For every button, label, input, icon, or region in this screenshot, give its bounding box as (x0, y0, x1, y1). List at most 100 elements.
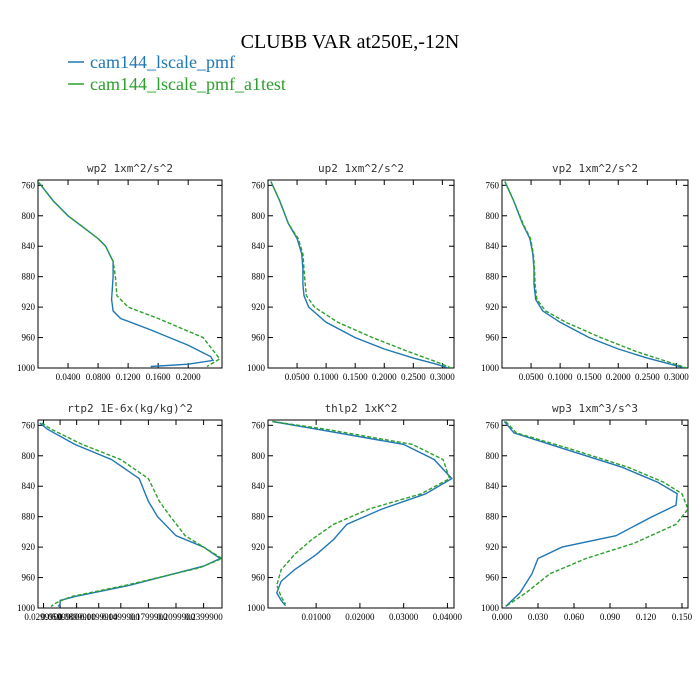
y-tick-label: 1000 (481, 363, 500, 373)
x-tick-label: 0.0400 (56, 372, 81, 382)
y-tick-label: 760 (22, 180, 36, 190)
panel-frame (501, 179, 689, 369)
y-tick-label: 880 (486, 512, 500, 522)
series-line-1 (272, 420, 451, 605)
y-tick-label: 760 (486, 180, 500, 190)
panel-3: rtp2 1E-6x(kg/kg)^2 760 800 840 880 920 960 100… (17, 402, 223, 622)
y-tick-label: 840 (22, 241, 36, 251)
series-line-0 (503, 421, 678, 608)
panel-frame (37, 419, 223, 609)
panel-title: vp2 1xm^2/s^2 (552, 162, 638, 175)
y-tick-label: 840 (22, 481, 36, 491)
x-tick-label: 0.2000 (176, 372, 201, 382)
x-tick-label: 0.1500 (343, 372, 368, 382)
panel-frame (267, 419, 455, 609)
x-tick-label: 0.0800 (86, 372, 111, 382)
x-tick-label: 0.3000 (430, 372, 455, 382)
panel-title: thlp2 1xK^2 (325, 402, 398, 415)
x-tick-label: 0.02000 (345, 612, 375, 622)
y-tick-label: 760 (252, 180, 266, 190)
y-tick-label: 920 (486, 542, 500, 552)
x-tick-label: 0.0299900 (24, 612, 63, 622)
series-line-1 (38, 181, 221, 368)
y-tick-label: 840 (486, 241, 500, 251)
y-tick-label: 800 (22, 451, 36, 461)
x-tick-label: 0.1500 (577, 372, 602, 382)
panel-title: wp3 1xm^3/s^3 (552, 402, 638, 415)
x-tick-label: 0.04000 (433, 612, 463, 622)
panel-title: wp2 1xm^2/s^2 (87, 162, 173, 175)
y-tick-label: 840 (252, 481, 266, 491)
y-tick-label: 1000 (481, 603, 500, 613)
series-line-1 (504, 181, 688, 368)
y-tick-label: 960 (486, 333, 500, 343)
x-tick-label: 0.1000 (548, 372, 573, 382)
y-tick-label: 1000 (247, 363, 266, 373)
x-tick-label: 0.150 (672, 612, 693, 622)
panel-0: wp2 1xm^2/s^2 760 800 840 880 920 960 1000 0.040… (17, 162, 223, 382)
y-tick-label: 1000 (17, 363, 36, 373)
y-tick-label: 920 (486, 302, 500, 312)
y-tick-label: 800 (252, 451, 266, 461)
y-tick-label: 800 (22, 211, 36, 221)
y-tick-label: 920 (22, 302, 36, 312)
legend: cam144_lscale_pmf cam144_lscale_pmf_a1te… (68, 52, 286, 94)
series-line-1 (270, 181, 452, 368)
x-tick-label: 0.090 (600, 612, 621, 622)
panel-frame (37, 179, 223, 369)
x-tick-label: 0.0500 (285, 372, 310, 382)
y-tick-label: 960 (22, 333, 36, 343)
x-tick-label: 0.1600 (146, 372, 171, 382)
panel-frame (267, 179, 455, 369)
panel-5: wp3 1xm^3/s^3 760 800 840 880 920 960 10000.000… (481, 402, 693, 622)
y-tick-label: 1000 (17, 603, 36, 613)
x-tick-label: 0.2000 (606, 372, 631, 382)
y-tick-label: 920 (252, 302, 266, 312)
series-line-0 (504, 181, 686, 368)
series-line-1 (41, 422, 222, 608)
panel-4: thlp2 1xK^2 760 800 840 880 920 960 1000 0.01000… (247, 402, 463, 622)
series-line-0 (272, 420, 453, 607)
panel-title: rtp2 1E-6x(kg/kg)^2 (67, 402, 193, 415)
panels: wp2 1xm^2/s^2 760 800 840 880 920 960 1000 0.040… (17, 162, 693, 622)
legend-label-0: cam144_lscale_pmf (90, 52, 235, 72)
x-tick-label: 0.0500 (519, 372, 544, 382)
x-tick-label: 0.060 (564, 612, 585, 622)
y-tick-label: 800 (486, 211, 500, 221)
x-tick-label: 0.030 (528, 612, 549, 622)
x-tick-label: 0.2500 (401, 372, 426, 382)
legend-label-1: cam144_lscale_pmf_a1test (90, 74, 286, 94)
y-tick-label: 880 (252, 512, 266, 522)
y-tick-label: 880 (22, 512, 36, 522)
y-tick-label: 960 (22, 573, 36, 583)
x-tick-label: 0.120 (636, 612, 657, 622)
y-tick-label: 960 (252, 333, 266, 343)
y-tick-label: 840 (486, 481, 500, 491)
series-line-1 (505, 421, 688, 608)
panel-1: up2 1xm^2/s^2 760 800 840 880 920 960 1000 0.050… (247, 162, 455, 382)
y-tick-label: 840 (252, 241, 266, 251)
y-tick-label: 760 (252, 420, 266, 430)
x-tick-label: 0.3000 (664, 372, 689, 382)
series-line-0 (38, 181, 215, 368)
figure-title: CLUBB VAR at250E,-12N (241, 31, 460, 53)
x-tick-label: 0.2000 (372, 372, 397, 382)
x-tick-label: 0.1799900 (129, 612, 168, 622)
y-tick-label: 920 (22, 542, 36, 552)
x-tick-label: 0.1000 (314, 372, 339, 382)
x-tick-label: 0.03000 (389, 612, 419, 622)
x-tick-label: 0.2099900 (157, 612, 196, 622)
y-tick-label: 960 (252, 573, 266, 583)
x-tick-label: 0.000 (492, 612, 513, 622)
y-tick-label: 800 (252, 211, 266, 221)
y-tick-label: 880 (22, 272, 36, 282)
x-tick-label: 0.2500 (635, 372, 660, 382)
y-tick-label: 760 (22, 420, 36, 430)
x-tick-label: 0.1499900 (102, 612, 141, 622)
x-tick-label: 0.1200 (116, 372, 141, 382)
y-tick-label: 880 (252, 272, 266, 282)
y-tick-label: 1000 (247, 603, 266, 613)
x-tick-label: 0.0599900 (41, 612, 80, 622)
y-tick-label: 920 (252, 542, 266, 552)
